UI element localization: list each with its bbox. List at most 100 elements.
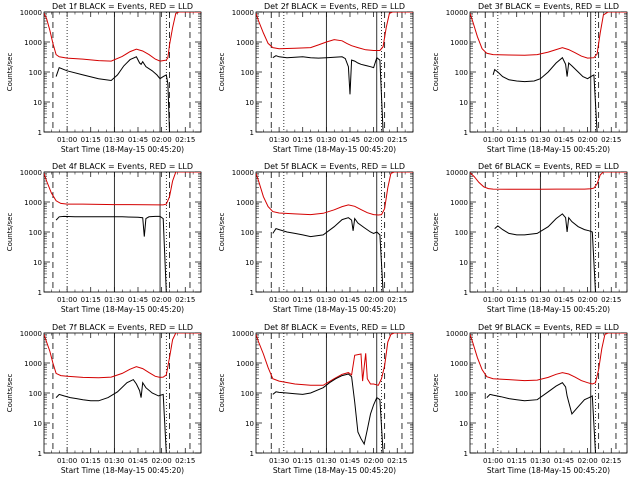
y-tick-label: 10000 <box>232 330 254 338</box>
series-line-events <box>494 213 596 292</box>
series-line-lld <box>470 12 627 59</box>
chart-panel-7: Det 7f BLACK = Events, RED = LLD 1 10 100 10… <box>6 323 202 475</box>
x-tick-label: 01:00 <box>57 136 77 144</box>
chart-panel-5: Det 5f BLACK = Events, RED = LLD 1 10 100 10… <box>218 162 414 314</box>
y-tick-label: 10 <box>459 99 468 107</box>
x-tick-label: 01:30 <box>530 457 550 465</box>
x-tick-label: 02:00 <box>364 457 384 465</box>
x-tick-label: 02:00 <box>364 296 384 304</box>
x-axis-label: Start Time (18-May-15 00:45:20) <box>487 145 610 154</box>
x-tick-label: 01:30 <box>316 457 336 465</box>
series-line-lld <box>470 172 627 190</box>
x-tick-label: 01:15 <box>293 457 313 465</box>
x-tick-label: 02:00 <box>578 136 598 144</box>
y-tick-label: 1 <box>38 450 42 458</box>
y-tick-label: 10000 <box>232 169 254 177</box>
y-tick-label: 1 <box>464 450 468 458</box>
x-tick-label: 01:45 <box>128 457 148 465</box>
x-tick-label: 01:00 <box>483 296 503 304</box>
chart-panel-8: Det 8f BLACK = Events, RED = LLD 1 10 100 10… <box>218 323 414 475</box>
chart-panel-6: Det 6f BLACK = Events, RED = LLD 1 10 100 10… <box>432 162 628 314</box>
y-tick-label: 10 <box>245 259 254 267</box>
x-tick-label: 01:30 <box>530 136 550 144</box>
x-tick-label: 02:15 <box>601 457 621 465</box>
chart-title: Det 3f BLACK = Events, RED = LLD <box>478 2 619 11</box>
x-axis-label: Start Time (18-May-15 00:45:20) <box>487 466 610 475</box>
y-tick-label: 10 <box>459 259 468 267</box>
y-tick-label: 1 <box>38 289 42 297</box>
y-tick-label: 100 <box>29 69 42 77</box>
chart-title: Det 5f BLACK = Events, RED = LLD <box>264 162 405 171</box>
series-line-events <box>55 56 170 132</box>
x-tick-label: 01:45 <box>554 136 574 144</box>
x-tick-label: 01:00 <box>269 296 289 304</box>
x-tick-label: 01:30 <box>269 457 289 465</box>
plot-frame <box>43 332 202 454</box>
x-tick-label: 01:30 <box>316 296 336 304</box>
y-axis-label: Counts/sec <box>6 53 14 92</box>
x-tick-label: 01:30 <box>104 296 124 304</box>
y-axis-label: Counts/sec <box>432 213 440 252</box>
chart-panel-9: Det 9f BLACK = Events, RED = LLD 1 10 100 10… <box>432 323 628 475</box>
x-tick-label: 01:15 <box>81 296 101 304</box>
y-tick-label: 10000 <box>446 9 468 17</box>
x-tick-label: 01:00 <box>57 296 77 304</box>
chart-panel-1: Det 1f BLACK = Events, RED = LLD 1 10 100 10… <box>6 2 202 154</box>
x-tick-label: 01:30 <box>269 136 289 144</box>
plot-frame <box>469 332 628 454</box>
y-tick-label: 1000 <box>450 39 468 47</box>
chart-title: Det 9f BLACK = Events, RED = LLD <box>478 323 619 332</box>
x-tick-label: 02:00 <box>364 136 384 144</box>
chart-title: Det 4f BLACK = Events, RED = LLD <box>52 162 193 171</box>
chart-title: Det 6f BLACK = Events, RED = LLD <box>478 162 619 171</box>
plot-frame <box>43 11 202 133</box>
y-tick-label: 10000 <box>20 330 42 338</box>
x-axis-label: Start Time (18-May-15 00:45:20) <box>273 145 396 154</box>
y-tick-label: 1000 <box>450 199 468 207</box>
x-tick-label: 01:00 <box>57 457 77 465</box>
x-tick-label: 01:00 <box>483 136 503 144</box>
y-tick-label: 10 <box>33 99 42 107</box>
x-tick-label: 02:15 <box>601 136 621 144</box>
y-tick-label: 10000 <box>446 169 468 177</box>
y-tick-label: 1000 <box>24 199 42 207</box>
x-tick-label: 02:00 <box>578 296 598 304</box>
x-axis-label: Start Time (18-May-15 00:45:20) <box>273 466 396 475</box>
y-tick-label: 1000 <box>236 360 254 368</box>
x-tick-label: 01:15 <box>293 296 313 304</box>
series-line-lld <box>470 333 627 385</box>
x-tick-label: 02:15 <box>175 296 195 304</box>
y-axis-label: Counts/sec <box>432 53 440 92</box>
series-line-events <box>492 56 598 132</box>
chart-panel-4: Det 4f BLACK = Events, RED = LLD 1 10 100 10… <box>6 162 202 314</box>
x-axis-label: Start Time (18-May-15 00:45:20) <box>61 466 184 475</box>
x-tick-label: 02:15 <box>601 296 621 304</box>
x-tick-label: 01:30 <box>530 296 550 304</box>
y-tick-label: 100 <box>29 229 42 237</box>
y-tick-label: 1000 <box>24 360 42 368</box>
x-tick-label: 02:00 <box>152 457 172 465</box>
x-tick-label: 01:45 <box>340 136 360 144</box>
y-tick-label: 10000 <box>20 169 42 177</box>
series-line-events <box>486 382 596 453</box>
chart-title: Det 1f BLACK = Events, RED = LLD <box>52 2 193 11</box>
y-tick-label: 1000 <box>450 360 468 368</box>
chart-title: Det 8f BLACK = Events, RED = LLD <box>264 323 405 332</box>
y-tick-label: 10000 <box>232 9 254 17</box>
x-tick-label: 02:15 <box>387 296 407 304</box>
y-tick-label: 10000 <box>446 330 468 338</box>
x-axis-label: Start Time (18-May-15 00:45:20) <box>273 305 396 314</box>
x-tick-label: 01:15 <box>81 457 101 465</box>
x-tick-label: 01:15 <box>507 457 527 465</box>
x-tick-label: 01:00 <box>483 457 503 465</box>
series-line-events <box>55 215 167 292</box>
plot-frame <box>469 171 628 293</box>
y-axis-label: Counts/sec <box>6 213 14 252</box>
y-tick-label: 1000 <box>24 39 42 47</box>
y-axis-label: Counts/sec <box>218 374 226 413</box>
series-line-events <box>272 217 384 292</box>
series-line-events <box>55 378 167 453</box>
x-tick-label: 02:00 <box>152 296 172 304</box>
y-tick-label: 100 <box>455 229 468 237</box>
x-tick-label: 01:15 <box>81 136 101 144</box>
